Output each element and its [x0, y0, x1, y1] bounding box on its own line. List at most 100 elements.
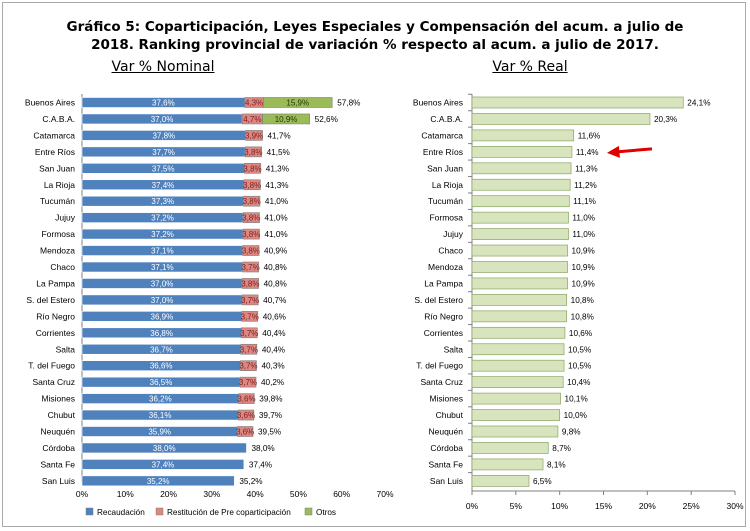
legend-label-otros: Otros — [316, 508, 336, 517]
nominal-restitucion-data-label: 3,6% — [237, 411, 255, 420]
nominal-bar-restitucion — [239, 376, 257, 388]
nominal-recaudacion-data-label: 37,6% — [152, 99, 175, 108]
real-data-label: 10,9% — [572, 263, 595, 272]
nominal-restitucion-data-label: 3,8% — [243, 181, 261, 190]
nominal-bar-otros — [262, 113, 310, 125]
nominal-x-tick-label: 60% — [333, 489, 350, 499]
title-line-2: 2018. Ranking provincial de variación % … — [91, 37, 659, 53]
real-data-label: 11,4% — [576, 148, 599, 157]
real-category-label: Tucumán — [428, 196, 463, 206]
nominal-recaudacion-data-label: 37,0% — [151, 279, 174, 288]
nominal-category-label: Chubut — [48, 410, 76, 420]
nominal-restitucion-data-label: 3,8% — [242, 247, 260, 256]
nominal-category-label: Chaco — [50, 262, 75, 272]
real-category-label: La Rioja — [432, 180, 463, 190]
real-category-label: Corrientes — [424, 328, 463, 338]
real-bar — [471, 326, 566, 339]
real-data-label: 10,4% — [567, 378, 590, 387]
nominal-bar-restitucion — [244, 163, 262, 174]
nominal-bar-restitucion — [242, 212, 260, 223]
nominal-restitucion-data-label: 3,8% — [242, 230, 260, 239]
real-data-label: 10,8% — [571, 312, 594, 321]
real-bar — [471, 376, 564, 388]
highlight-arrow-icon — [606, 145, 620, 158]
real-bar — [471, 343, 565, 356]
nominal-category-label: Corrientes — [36, 328, 75, 338]
real-x-tick-label: 10% — [551, 501, 568, 511]
nominal-bar-restitucion — [244, 146, 262, 158]
nominal-total-label: 41,3% — [265, 181, 288, 190]
nominal-recaudacion-data-label: 37,2% — [151, 214, 174, 223]
real-category-label: La Pampa — [424, 278, 463, 288]
real-data-label: 11,2% — [574, 181, 597, 190]
real-category-label: Santa Fe — [429, 459, 464, 469]
real-bar — [471, 409, 561, 421]
title-line-1: Gráfico 5: Coparticipación, Leyes Especi… — [66, 19, 684, 35]
nominal-x-tick-label: 50% — [290, 489, 307, 499]
nominal-category-label: San Luis — [42, 476, 75, 486]
nominal-bar-otros — [263, 97, 333, 108]
nominal-restitucion-data-label: 3,7% — [240, 345, 258, 354]
legend-swatch-recaudacion — [85, 507, 94, 516]
real-category-label: Neuquén — [428, 427, 463, 437]
real-bar — [471, 475, 530, 487]
legend-swatch-otros — [304, 507, 313, 516]
nominal-total-label: 40,8% — [264, 263, 287, 272]
nominal-restitucion-data-label: 3,6% — [237, 395, 255, 404]
real-data-label: 10,5% — [568, 362, 591, 371]
real-bar — [471, 458, 544, 471]
nominal-category-label: San Juan — [39, 163, 75, 173]
real-data-label: 10,9% — [572, 279, 595, 288]
real-bar — [471, 178, 571, 191]
real-x-tick-label: 30% — [726, 501, 743, 511]
nominal-recaudacion-data-label: 37,2% — [151, 230, 174, 239]
nominal-bar-restitucion — [240, 360, 257, 372]
real-category-label: Río Negro — [424, 311, 463, 321]
real-bar — [471, 392, 561, 405]
nominal-bar-restitucion — [241, 311, 259, 322]
nominal-total-label: 39,5% — [258, 428, 281, 437]
real-category-label: Córdoba — [430, 443, 463, 453]
nominal-restitucion-data-label: 3,8% — [242, 214, 260, 223]
real-category-label: Chubut — [436, 410, 464, 420]
nominal-recaudacion-data-label: 36,6% — [150, 362, 173, 371]
nominal-chart-title: Var % Nominal — [111, 59, 215, 75]
nominal-x-tick-label: 10% — [117, 489, 134, 499]
real-data-label: 8,1% — [547, 460, 566, 469]
nominal-category-label: Buenos Aires — [25, 98, 75, 108]
nominal-recaudacion-data-label: 36,2% — [149, 395, 172, 404]
nominal-bar-restitucion — [243, 195, 261, 207]
real-bar — [471, 442, 549, 454]
nominal-total-label: 41,5% — [267, 148, 290, 157]
nominal-total-label: 41,7% — [268, 131, 291, 140]
nominal-category-label: Santa Cruz — [32, 377, 75, 387]
nominal-restitucion-data-label: 3,6% — [236, 428, 254, 437]
nominal-otros-data-label: 10,9% — [275, 115, 298, 124]
nominal-total-label: 39,8% — [259, 395, 282, 404]
nominal-recaudacion-data-label: 36,5% — [150, 378, 173, 387]
real-chart-title: Var % Real — [492, 59, 568, 75]
real-bar — [471, 310, 568, 323]
nominal-otros-data-label: 15,9% — [286, 99, 309, 108]
nominal-bar-restitucion — [245, 130, 263, 141]
nominal-bar-restitucion — [238, 393, 255, 404]
nominal-restitucion-data-label: 3,7% — [241, 296, 259, 305]
nominal-restitucion-data-label: 3,7% — [239, 362, 257, 371]
real-bar — [471, 425, 559, 438]
nominal-category-label: S. del Estero — [26, 295, 75, 305]
real-x-tick-label: 15% — [595, 501, 612, 511]
nominal-restitucion-data-label: 4,7% — [243, 115, 261, 124]
real-category-label: Entre Ríos — [423, 147, 463, 157]
real-category-label: Santa Cruz — [420, 377, 463, 387]
real-bar — [471, 211, 569, 224]
nominal-category-label: Río Negro — [36, 311, 75, 321]
real-category-label: C.A.B.A. — [430, 114, 463, 124]
nominal-category-label: Catamarca — [33, 130, 75, 140]
real-category-label: Misiones — [429, 394, 463, 404]
nominal-category-label: Neuquén — [40, 427, 75, 437]
real-bar — [471, 244, 568, 257]
nominal-recaudacion-data-label: 36,7% — [150, 345, 173, 354]
nominal-category-label: Entre Ríos — [35, 147, 75, 157]
